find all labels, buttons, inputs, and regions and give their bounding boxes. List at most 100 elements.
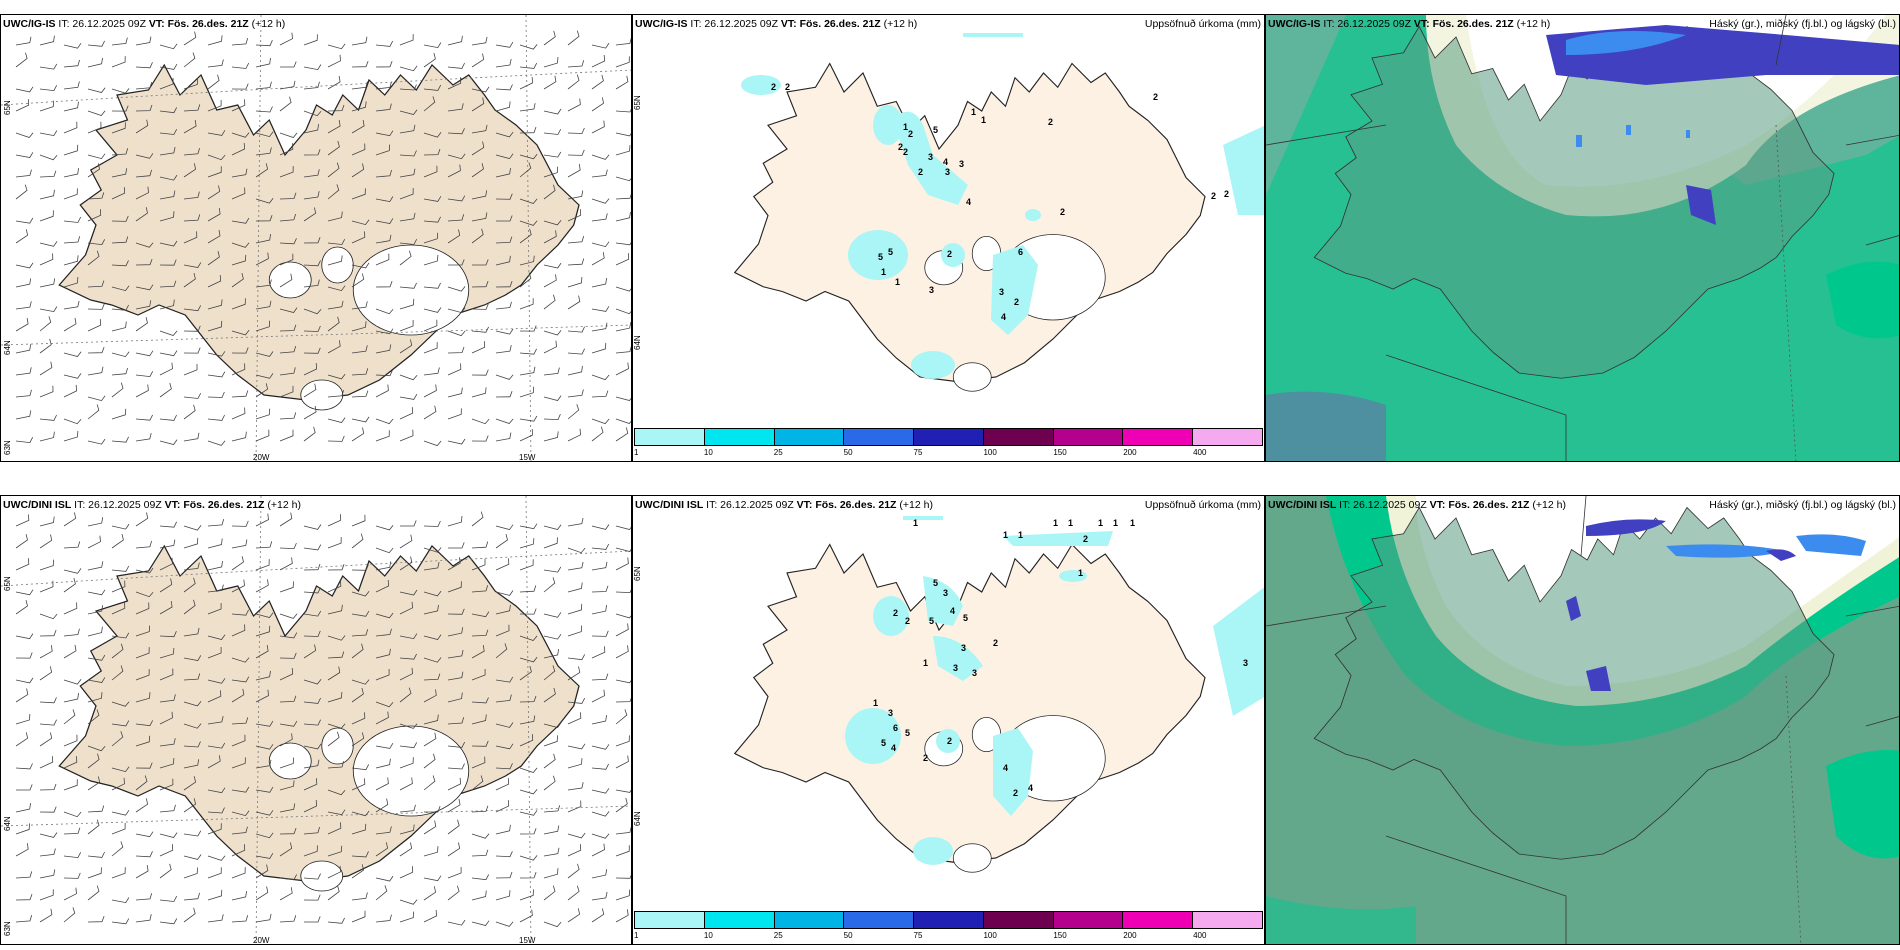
colorbar-ticks: 1 10 25 50 75 100 150 200 400 (634, 931, 1263, 943)
wind-barb (231, 83, 249, 90)
wind-barb (591, 744, 610, 750)
wind-barb (159, 43, 178, 50)
wind-barb (135, 602, 150, 615)
wind-barb (375, 628, 392, 637)
wind-barb (327, 75, 341, 90)
wind-barb (375, 798, 389, 813)
precip-value-label: 2 (1153, 92, 1158, 102)
wind-barb (303, 759, 320, 769)
precip-value-label: 2 (903, 147, 908, 157)
wind-barb (255, 852, 274, 859)
precip-value-label: 5 (878, 252, 883, 262)
wind-barb (375, 196, 394, 203)
wind-barb (111, 701, 130, 707)
wind-barb (423, 384, 437, 398)
wind-barb (231, 539, 248, 549)
wind-barb (87, 303, 105, 310)
wind-barb (135, 433, 152, 442)
colorbar-swatch (774, 429, 845, 445)
wind-barb (423, 319, 438, 332)
wind-barb (519, 695, 537, 703)
wind-barb (567, 712, 582, 725)
wind-barb (519, 415, 538, 422)
wind-barb (255, 810, 274, 816)
colorbar-swatches (634, 911, 1263, 929)
wind-barb (279, 613, 298, 619)
wind-barb (183, 78, 198, 90)
wind-barb (471, 326, 489, 333)
wind-barb (87, 250, 100, 266)
wind-barb (279, 166, 294, 178)
wind-barb (471, 124, 488, 134)
wind-barb (135, 207, 148, 222)
wind-barb (87, 40, 105, 47)
precip-value-label: 4 (966, 197, 971, 207)
wind-barb (279, 780, 295, 791)
wind-barb (351, 643, 364, 659)
wind-barb (111, 408, 127, 420)
wind-barb (567, 697, 586, 704)
wind-barb (543, 230, 557, 244)
wind-barb (207, 742, 226, 749)
wind-barb (375, 253, 390, 266)
wind-barb (111, 565, 130, 572)
wind-barb (519, 428, 534, 442)
wind-barb (519, 62, 538, 69)
wind-barb (399, 250, 412, 266)
precip-areas (845, 516, 1264, 865)
wind-barb (255, 106, 273, 113)
wind-barb (135, 384, 149, 398)
wind-barb (471, 511, 484, 527)
wind-barb (183, 723, 202, 729)
wind-barb (207, 74, 220, 90)
wind-barb (543, 30, 556, 46)
wind-barb (159, 63, 178, 70)
wind-barb (375, 281, 393, 288)
wind-barb (39, 580, 54, 593)
wind-barb (399, 320, 414, 332)
wind-barb (255, 300, 272, 310)
wind-barb (543, 166, 558, 178)
wind-barb (183, 741, 201, 748)
wind-barb (423, 547, 442, 553)
wind-barb (87, 153, 106, 160)
wind-barb (255, 864, 269, 879)
wind-barb (255, 373, 274, 379)
wind-barb (327, 822, 342, 835)
colorbar-swatch (914, 429, 984, 445)
wind-barb (111, 731, 124, 747)
wind-barb (255, 215, 273, 222)
precip-value-label: 3 (929, 285, 934, 295)
wind-barb (183, 325, 201, 332)
wind-barb (231, 347, 249, 354)
wind-barb (543, 330, 562, 336)
wind-barb (63, 779, 78, 791)
wind-barb (567, 127, 585, 134)
wind-barb (471, 280, 489, 288)
wind-barb (303, 610, 322, 617)
wind-barb (207, 755, 221, 769)
wind-barb (615, 735, 630, 747)
wind-barb (63, 121, 78, 134)
wind-barb (279, 887, 293, 901)
wind-barb (495, 41, 514, 48)
wind-barb (519, 559, 534, 571)
wind-barb (303, 544, 322, 551)
wind-barb (615, 427, 629, 442)
colorbar-tick: 100 (983, 931, 997, 940)
wind-barb (447, 516, 463, 527)
wind-barb (471, 558, 486, 571)
precip-value-label: 2 (785, 82, 790, 92)
wind-barb (471, 849, 489, 857)
wind-barb (399, 34, 414, 46)
wind-barb (135, 153, 154, 159)
wind-barb (303, 383, 317, 398)
wind-barb (183, 273, 196, 288)
colorbar-swatch (844, 912, 915, 928)
wind-barb (351, 301, 368, 310)
wind-barb (63, 887, 77, 901)
wind-barb (135, 371, 154, 378)
lat-label: 64N (633, 811, 642, 826)
wind-barb (567, 561, 584, 571)
wind-barb (63, 628, 80, 637)
